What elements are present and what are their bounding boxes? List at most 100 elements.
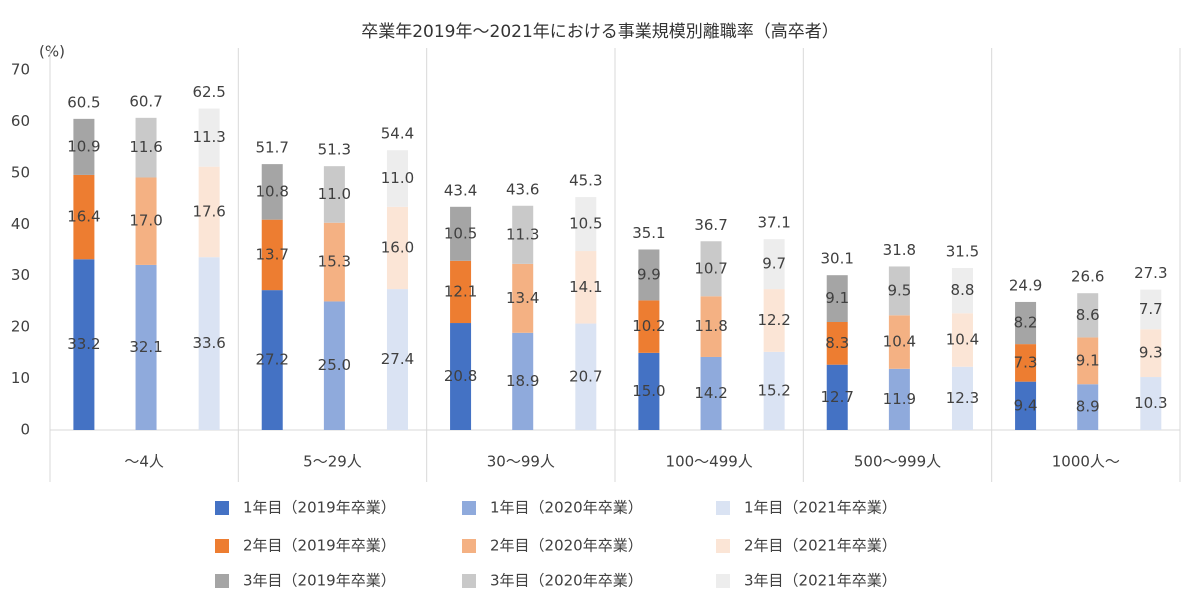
data-label: 10.8 xyxy=(256,182,289,200)
total-label: 35.1 xyxy=(632,224,665,242)
bar-segment xyxy=(700,241,722,297)
bar-segment xyxy=(512,332,534,430)
bar-segment xyxy=(386,150,408,207)
legend-swatch xyxy=(462,539,476,553)
legend-swatch xyxy=(716,501,730,515)
bar-segment xyxy=(826,322,848,365)
total-label: 36.7 xyxy=(694,216,727,234)
data-label: 11.9 xyxy=(883,390,916,408)
bar-segment xyxy=(575,323,597,430)
legend-label: 1年目（2019年卒業） xyxy=(243,499,396,517)
total-label: 51.3 xyxy=(318,141,351,159)
bar-segment xyxy=(638,249,660,301)
legend-label: 3年目（2021年卒業） xyxy=(744,572,897,590)
bar-segment xyxy=(1140,377,1162,430)
total-label: 54.4 xyxy=(381,125,414,143)
bar-segment xyxy=(826,275,848,322)
bar-segment xyxy=(951,268,973,314)
data-label: 12.1 xyxy=(444,282,477,300)
data-label: 18.9 xyxy=(506,372,539,390)
legend-swatch xyxy=(462,574,476,588)
x-tick-label: 500～999人 xyxy=(854,453,941,471)
data-label: 8.8 xyxy=(951,281,975,299)
data-label: 8.9 xyxy=(1076,398,1100,416)
data-label: 27.4 xyxy=(381,350,414,368)
data-label: 11.6 xyxy=(129,138,162,156)
data-label: 10.4 xyxy=(883,333,916,351)
total-label: 31.8 xyxy=(883,241,916,259)
bar-segment xyxy=(826,364,848,430)
data-label: 20.7 xyxy=(569,367,602,385)
bar-segment xyxy=(450,260,472,324)
x-tick-label: ～4人 xyxy=(124,453,164,471)
data-label: 10.5 xyxy=(569,215,602,233)
bar-segment xyxy=(135,177,157,265)
y-tick-label: 0 xyxy=(20,421,30,439)
bar-segment xyxy=(512,263,534,333)
data-label: 27.2 xyxy=(256,351,289,369)
legend-swatch xyxy=(716,539,730,553)
bar-segment xyxy=(261,290,283,430)
bar-segment xyxy=(323,301,345,430)
chart-title: 卒業年2019年～2021年における事業規模別離職率（高卒者） xyxy=(361,22,839,42)
data-label: 11.8 xyxy=(694,317,727,335)
data-label: 33.6 xyxy=(192,334,225,352)
data-label: 17.0 xyxy=(129,212,162,230)
total-label: 60.7 xyxy=(129,92,162,110)
bar-segment xyxy=(1077,337,1099,385)
data-label: 8.3 xyxy=(825,334,849,352)
bar-segment xyxy=(1077,293,1099,338)
bar-segment xyxy=(888,266,910,316)
bar-segment xyxy=(135,117,157,178)
bar-segment xyxy=(951,366,973,430)
data-label: 9.3 xyxy=(1139,344,1163,362)
data-label: 32.1 xyxy=(129,338,162,356)
bar-segment xyxy=(951,313,973,367)
data-label: 16.4 xyxy=(67,208,100,226)
total-label: 45.3 xyxy=(569,172,602,190)
x-tick-label: 100～499人 xyxy=(666,453,753,471)
bar-segment xyxy=(450,206,472,261)
y-tick-label: 40 xyxy=(11,215,30,233)
data-label: 15.0 xyxy=(632,382,665,400)
data-label: 10.9 xyxy=(67,137,100,155)
bar-segment xyxy=(73,174,95,260)
data-label: 10.5 xyxy=(444,224,477,242)
bar-segment xyxy=(386,289,408,430)
data-label: 7.3 xyxy=(1014,353,1038,371)
x-tick-label: 1000人～ xyxy=(1052,453,1120,471)
bar-segment xyxy=(261,164,283,220)
data-label: 8.2 xyxy=(1014,314,1038,332)
data-label: 11.3 xyxy=(506,225,539,243)
data-label: 17.6 xyxy=(192,202,225,220)
legend-label: 1年目（2020年卒業） xyxy=(490,499,643,517)
x-tick-label: 30～99人 xyxy=(487,453,555,471)
legend-label: 2年目（2020年卒業） xyxy=(490,537,643,555)
bar-segment xyxy=(198,166,220,258)
bar-segment xyxy=(198,108,220,167)
data-label: 9.9 xyxy=(637,265,661,283)
data-label: 14.2 xyxy=(694,384,727,402)
data-label: 7.7 xyxy=(1139,300,1163,318)
bar-segment xyxy=(575,197,597,252)
bar-segment xyxy=(512,205,534,264)
bar-segment xyxy=(135,264,157,430)
data-label: 9.1 xyxy=(825,289,849,307)
total-label: 60.5 xyxy=(67,93,100,111)
total-label: 31.5 xyxy=(946,243,979,261)
legend-swatch xyxy=(215,501,229,515)
legend-swatch xyxy=(215,539,229,553)
total-label: 27.3 xyxy=(1134,264,1167,282)
y-tick-label: 60 xyxy=(11,112,30,130)
legend-label: 2年目（2021年卒業） xyxy=(744,537,897,555)
total-label: 24.9 xyxy=(1009,276,1042,294)
data-label: 13.4 xyxy=(506,289,539,307)
bar-segment xyxy=(1140,289,1162,330)
bar-segment xyxy=(888,315,910,369)
legend-swatch xyxy=(716,574,730,588)
total-label: 37.1 xyxy=(757,214,790,232)
data-label: 20.8 xyxy=(444,367,477,385)
data-label: 8.6 xyxy=(1076,306,1100,324)
total-label: 62.5 xyxy=(192,83,225,101)
